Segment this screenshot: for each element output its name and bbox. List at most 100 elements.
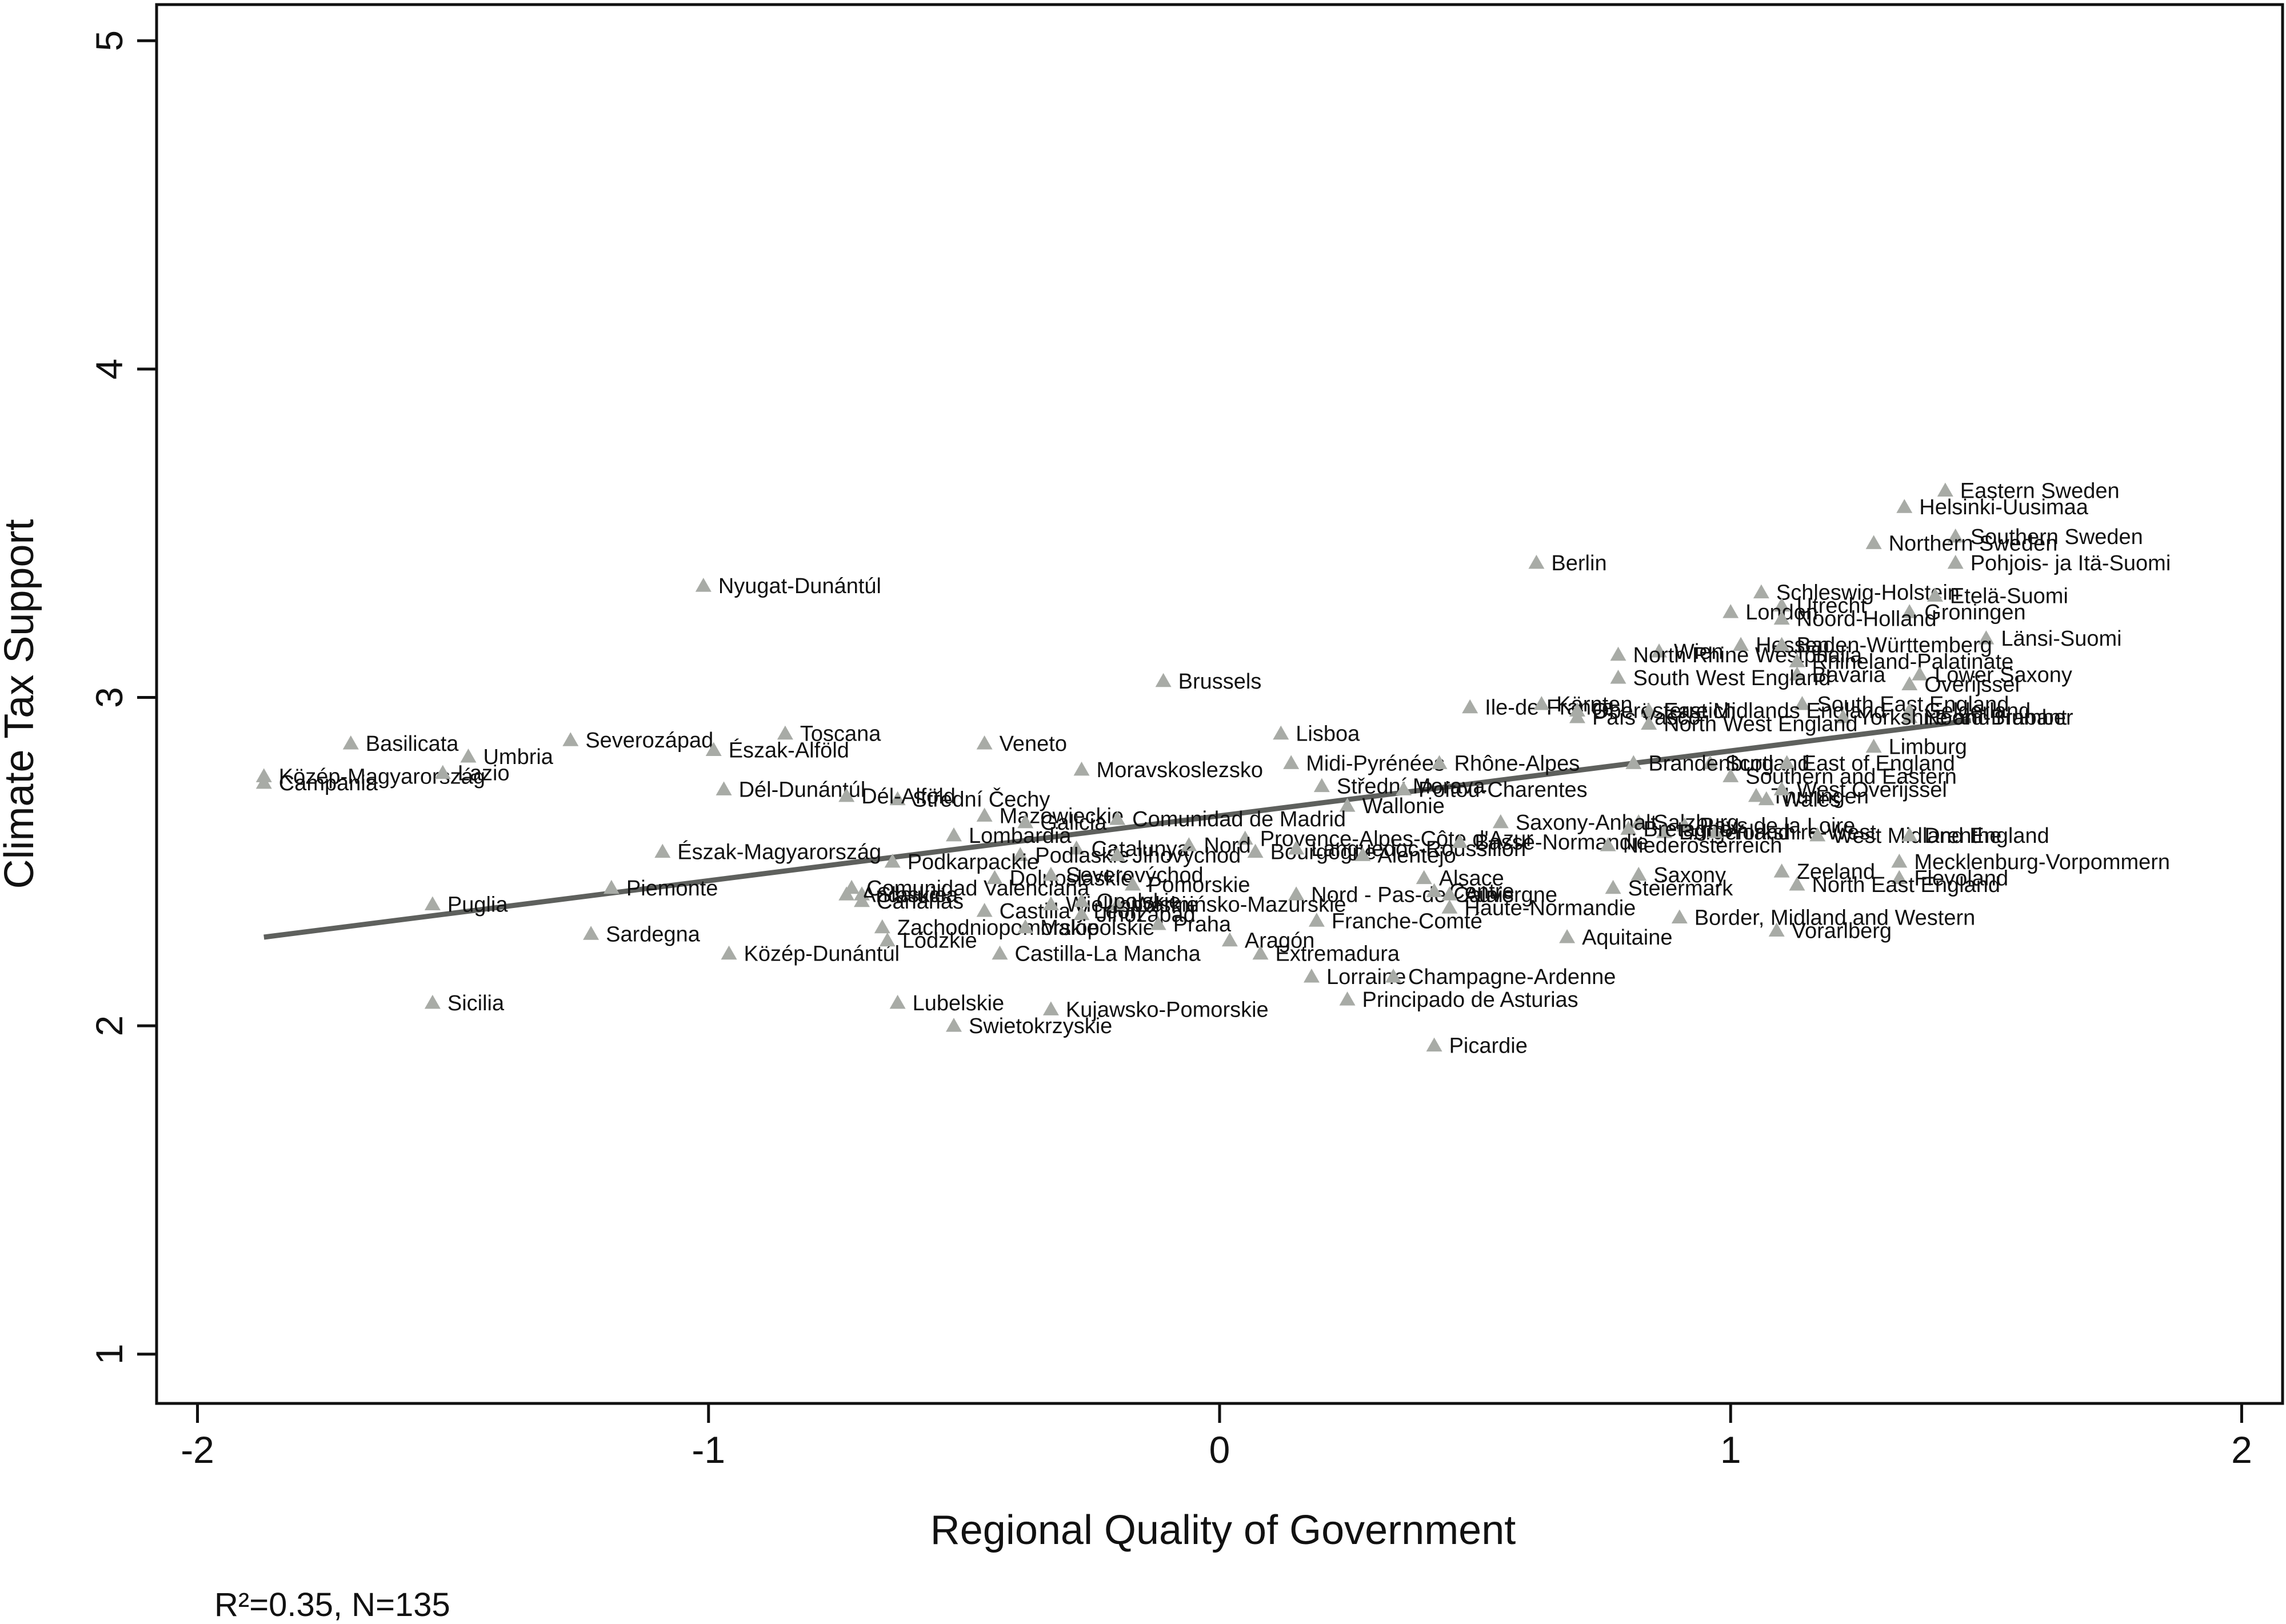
data-point (889, 791, 906, 806)
data-point (1385, 968, 1402, 983)
data-point (1283, 755, 1300, 769)
point-label: Auvergne (1464, 883, 1557, 907)
data-point (986, 870, 1003, 885)
point-label: Wales (1781, 788, 1841, 812)
point-label: Swietokrzyskie (969, 1014, 1112, 1038)
data-point (1042, 896, 1059, 911)
y-axis-title: Climate Tax Support (0, 519, 42, 889)
point-label: West Midland England (1832, 824, 2049, 848)
data-point (1809, 827, 1826, 842)
data-point (1937, 482, 1953, 497)
data-point (1748, 787, 1764, 802)
point-label: Burgenland (1679, 821, 1790, 845)
point-label: Lisboa (1296, 722, 1360, 746)
data-point (1758, 791, 1775, 806)
point-label: Etelä-Suomi (1950, 584, 2068, 608)
data-point (1605, 879, 1621, 894)
point-label: Picardie (1449, 1034, 1528, 1058)
point-label: Střední Čechy (913, 787, 1050, 812)
point-label: Noord-Brabant (1924, 706, 2067, 730)
y-tick-label: 1 (88, 1343, 130, 1365)
data-point (583, 926, 600, 940)
data-point (1339, 798, 1356, 812)
data-point (1891, 853, 1908, 868)
point-label: Drenthe (1924, 824, 2001, 848)
point-label: Southern Sweden (1971, 525, 2143, 549)
data-point (434, 765, 451, 779)
point-label: Galicia (1040, 811, 1107, 835)
data-point (424, 896, 441, 911)
data-point (1789, 877, 1805, 891)
data-point (1789, 666, 1805, 681)
point-label: Flevoland (1914, 867, 2008, 891)
point-label: Languedoc-Roussillon (1311, 837, 1526, 861)
point-label: Közép-Magyarország (279, 765, 485, 789)
data-point (1978, 630, 1995, 645)
point-label: Principado de Asturias (1362, 988, 1578, 1012)
data-point (1273, 725, 1289, 740)
data-point (1221, 932, 1238, 947)
x-tick-label: -1 (692, 1429, 725, 1471)
data-point (1901, 604, 1918, 618)
data-point (976, 735, 993, 750)
data-point (1901, 827, 1918, 842)
point-label: Brandenburg (1648, 751, 1774, 775)
point-label: Thüringen (1771, 785, 1869, 809)
data-point (1339, 991, 1356, 1006)
data-point (1723, 768, 1739, 782)
data-point (1768, 922, 1785, 937)
data-point (1630, 814, 1647, 829)
point-label: Zeeland (1797, 860, 1875, 884)
point-label: Kärnten (1556, 693, 1632, 717)
point-label: Overijssel (1924, 673, 2020, 697)
data-point (1901, 709, 1918, 723)
point-label: East Midlands England (1664, 699, 1886, 723)
point-label: Eastern Sweden (1960, 479, 2120, 503)
point-label: Nyugat-Dunántúl (718, 574, 881, 598)
point-label: Basse-Normandie (1474, 830, 1648, 854)
point-label: Praha (1173, 913, 1232, 937)
point-label: Pays de la Loire (1700, 814, 1856, 838)
point-label: Hessen (1756, 634, 1829, 658)
point-label: Basilicata (366, 732, 459, 756)
point-label: Yorkshire-West (1730, 821, 1876, 845)
data-point (1779, 755, 1795, 769)
point-label: Champagne-Ardenne (1408, 965, 1616, 989)
point-label: Saxony (1653, 863, 1726, 887)
point-label: Umbria (483, 745, 553, 769)
point-label: Oberösterreich (1592, 699, 1736, 723)
data-point (1073, 893, 1090, 907)
point-label: Rhône-Alpes (1454, 751, 1580, 775)
point-label: North Rhine Westphalia (1633, 643, 1863, 667)
data-point (1237, 830, 1253, 845)
data-point (705, 742, 722, 756)
data-point (1671, 909, 1688, 924)
point-label: Wallonie (1362, 794, 1445, 818)
data-point (838, 886, 855, 901)
data-point (1308, 913, 1325, 927)
data-point (1901, 676, 1918, 691)
data-point (460, 748, 477, 763)
point-label: Malopolskie (1040, 916, 1155, 940)
point-label: Centre (1449, 880, 1514, 904)
data-point (1733, 637, 1749, 651)
point-label: North East England (1812, 873, 2000, 897)
data-point (1559, 929, 1576, 943)
data-point (1354, 847, 1371, 861)
point-label: Bavaria (1812, 663, 1886, 687)
point-label: Länsi-Suomi (2001, 627, 2121, 651)
data-point (1896, 499, 1913, 513)
point-label: Wien (1674, 640, 1724, 664)
x-tick-label: 2 (2231, 1429, 2252, 1471)
data-point (1865, 535, 1882, 549)
data-point (1927, 587, 1943, 602)
point-label: Észak-Magyarország (677, 840, 881, 865)
y-tick-label: 2 (88, 1015, 130, 1037)
data-point (1773, 637, 1790, 651)
point-label: Zachodniopomorskie (897, 916, 1099, 940)
data-point (1288, 886, 1305, 901)
data-point (1753, 584, 1769, 599)
point-label: Utrecht (1797, 594, 1867, 618)
point-label: North West England (1664, 712, 1857, 736)
